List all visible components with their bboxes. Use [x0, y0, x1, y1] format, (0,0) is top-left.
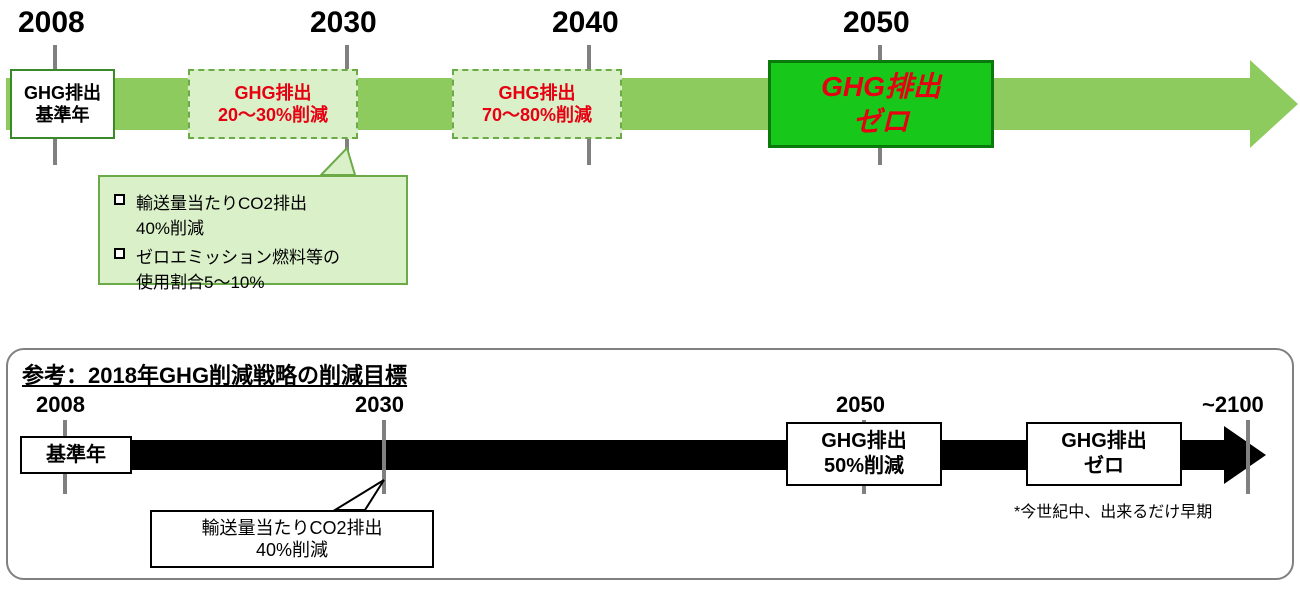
ref-callout-box: 輸送量当たりCO2排出 40%削減 — [150, 510, 434, 568]
ref-footnote: *今世紀中、出来るだけ早期 — [1014, 498, 1212, 522]
